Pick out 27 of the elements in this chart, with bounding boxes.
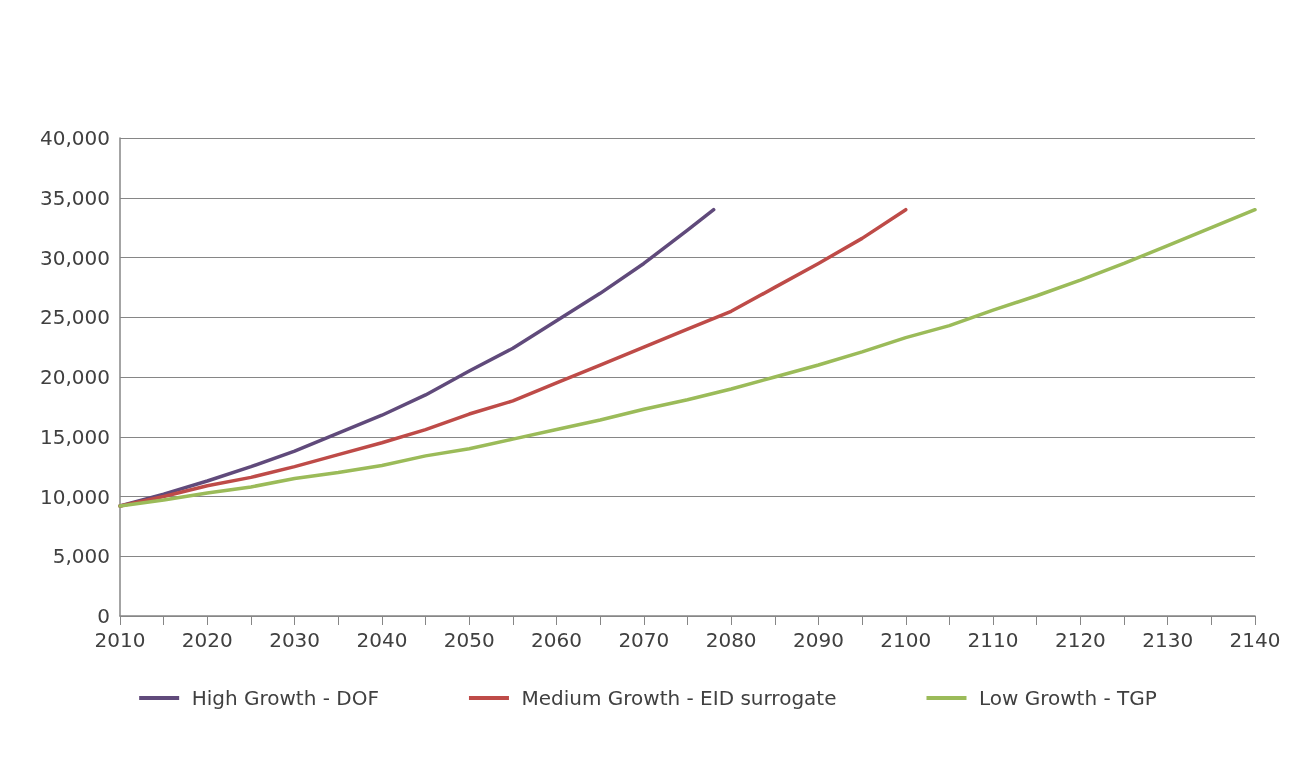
y-tick-label: 30,000 (40, 245, 110, 270)
y-tick-label: 20,000 (40, 365, 110, 389)
y-tick-label: 35,000 (40, 185, 110, 210)
y-tick-label: 0 (97, 604, 110, 628)
x-tick-label: 2050 (443, 628, 495, 652)
line-series (118, 207, 1257, 508)
y-tick-label: 5,000 (52, 544, 110, 569)
x-tick-label: 2100 (880, 628, 932, 652)
x-tick-label: 2010 (94, 628, 146, 652)
x-tick-label: 2140 (1229, 628, 1281, 652)
x-tick-label: 2040 (356, 628, 408, 652)
x-tick-label: 2130 (1142, 628, 1194, 652)
legend-label: Low Growth - TGP (978, 686, 1157, 710)
legend-label: Medium Growth - EID surrogate (521, 686, 837, 710)
x-tick-label: 2030 (269, 628, 321, 652)
y-tick-label: 15,000 (40, 424, 110, 449)
y-tick-label: 10,000 (40, 484, 110, 509)
x-tick-label: 2060 (531, 628, 582, 652)
x-tick-label: 2070 (618, 628, 670, 652)
y-tick-label: 25,000 (40, 305, 110, 330)
y-tick-label: 40,000 (40, 126, 110, 150)
x-tick-label: 2110 (967, 628, 1019, 652)
x-tick-label: 2020 (181, 628, 233, 652)
x-tick-label: 2090 (793, 628, 844, 652)
legend-label: High Growth - DOF (191, 686, 379, 710)
x-tick-label: 2080 (705, 628, 757, 652)
x-tick-label: 2120 (1054, 628, 1106, 652)
